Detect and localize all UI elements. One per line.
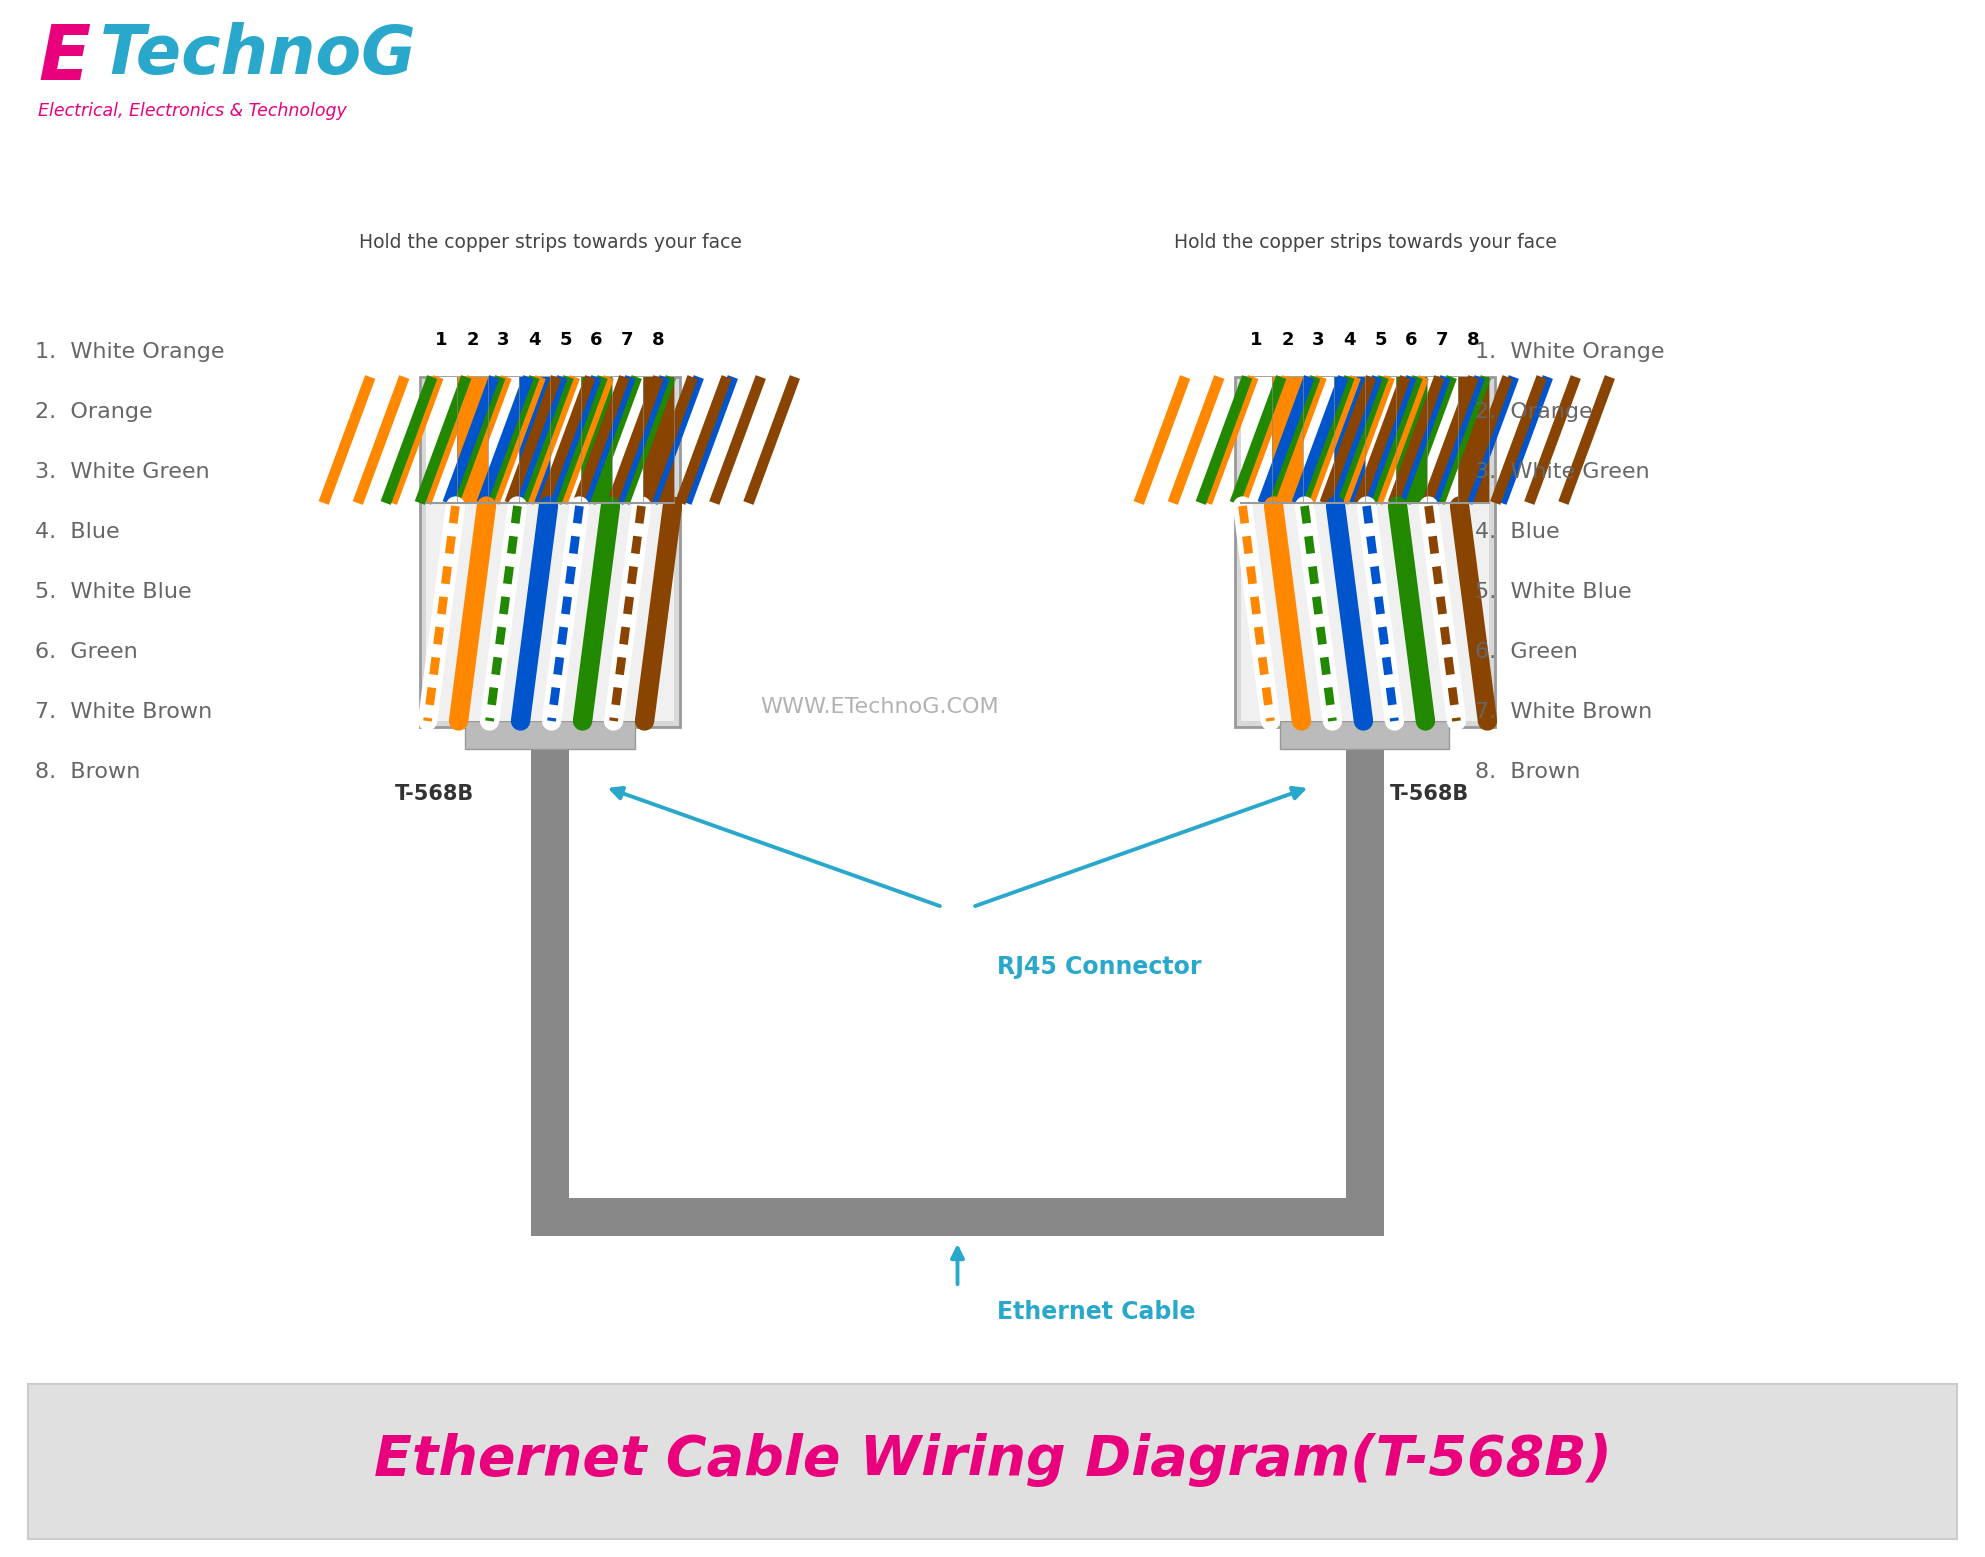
Text: 5: 5 xyxy=(1374,332,1388,349)
Bar xyxy=(466,721,635,749)
Bar xyxy=(488,377,518,503)
Text: 4: 4 xyxy=(1344,332,1356,349)
Text: RJ45 Connector: RJ45 Connector xyxy=(998,954,1203,979)
Bar xyxy=(1235,377,1495,727)
Bar xyxy=(1334,377,1366,503)
Text: 8: 8 xyxy=(653,332,665,349)
Bar xyxy=(1395,377,1427,503)
Bar xyxy=(1241,377,1489,503)
Text: E: E xyxy=(38,22,89,97)
Text: 2: 2 xyxy=(466,332,478,349)
Text: Ethernet Cable Wiring Diagram(T-568B): Ethernet Cable Wiring Diagram(T-568B) xyxy=(373,1432,1612,1487)
Bar xyxy=(457,377,488,503)
Text: 1.  White Orange: 1. White Orange xyxy=(1475,343,1665,361)
Text: 8.  Brown: 8. Brown xyxy=(1475,761,1580,782)
Bar xyxy=(611,377,643,503)
Text: 5.  White Blue: 5. White Blue xyxy=(36,582,193,603)
Text: T-568B: T-568B xyxy=(395,785,474,803)
Bar xyxy=(427,383,675,721)
Bar xyxy=(1241,383,1489,721)
Text: 2.  Orange: 2. Orange xyxy=(36,402,153,422)
Text: Hold the copper strips towards your face: Hold the copper strips towards your face xyxy=(359,234,742,252)
Bar xyxy=(1302,377,1334,503)
Text: 7.  White Brown: 7. White Brown xyxy=(1475,702,1652,722)
Bar xyxy=(1280,721,1449,749)
Text: 6: 6 xyxy=(1405,332,1417,349)
Bar xyxy=(28,1384,1957,1538)
Bar xyxy=(421,377,681,727)
Text: 3: 3 xyxy=(1312,332,1324,349)
Text: 8.  Brown: 8. Brown xyxy=(36,761,141,782)
Bar xyxy=(532,749,570,1218)
Bar xyxy=(1241,377,1272,503)
Bar xyxy=(427,377,457,503)
Bar xyxy=(1427,377,1459,503)
Text: 6.  Green: 6. Green xyxy=(36,641,137,662)
Bar xyxy=(427,377,675,503)
Text: Ethernet Cable: Ethernet Cable xyxy=(998,1300,1197,1323)
Text: 1.  White Orange: 1. White Orange xyxy=(36,343,224,361)
Bar xyxy=(550,377,582,503)
Bar xyxy=(582,377,611,503)
Text: T-568B: T-568B xyxy=(1390,785,1469,803)
Text: 1: 1 xyxy=(1251,332,1262,349)
Bar xyxy=(1346,749,1384,1218)
Text: 7: 7 xyxy=(1437,332,1449,349)
Text: WWW.ETechnoG.COM: WWW.ETechnoG.COM xyxy=(760,698,998,718)
Bar xyxy=(532,1197,1384,1236)
Text: 3: 3 xyxy=(498,332,510,349)
Text: TechnoG: TechnoG xyxy=(99,22,417,89)
Text: Electrical, Electronics & Technology: Electrical, Electronics & Technology xyxy=(38,103,347,120)
Text: 2: 2 xyxy=(1280,332,1294,349)
Bar xyxy=(518,377,550,503)
Text: 6.  Green: 6. Green xyxy=(1475,641,1578,662)
Text: 4.  Blue: 4. Blue xyxy=(36,522,119,542)
Bar xyxy=(1272,377,1302,503)
Text: 7.  White Brown: 7. White Brown xyxy=(36,702,212,722)
Text: 3.  White Green: 3. White Green xyxy=(1475,462,1650,483)
Text: 1: 1 xyxy=(435,332,449,349)
Text: 4: 4 xyxy=(528,332,540,349)
Bar xyxy=(1366,377,1395,503)
Text: 2.  Orange: 2. Orange xyxy=(1475,402,1592,422)
Text: 6: 6 xyxy=(590,332,603,349)
Text: 4.  Blue: 4. Blue xyxy=(1475,522,1560,542)
Bar xyxy=(1459,377,1489,503)
Text: 7: 7 xyxy=(621,332,633,349)
Text: 5: 5 xyxy=(560,332,572,349)
Text: 5.  White Blue: 5. White Blue xyxy=(1475,582,1632,603)
Text: Hold the copper strips towards your face: Hold the copper strips towards your face xyxy=(1173,234,1556,252)
Text: 8: 8 xyxy=(1467,332,1479,349)
Bar xyxy=(643,377,675,503)
Text: 3.  White Green: 3. White Green xyxy=(36,462,210,483)
